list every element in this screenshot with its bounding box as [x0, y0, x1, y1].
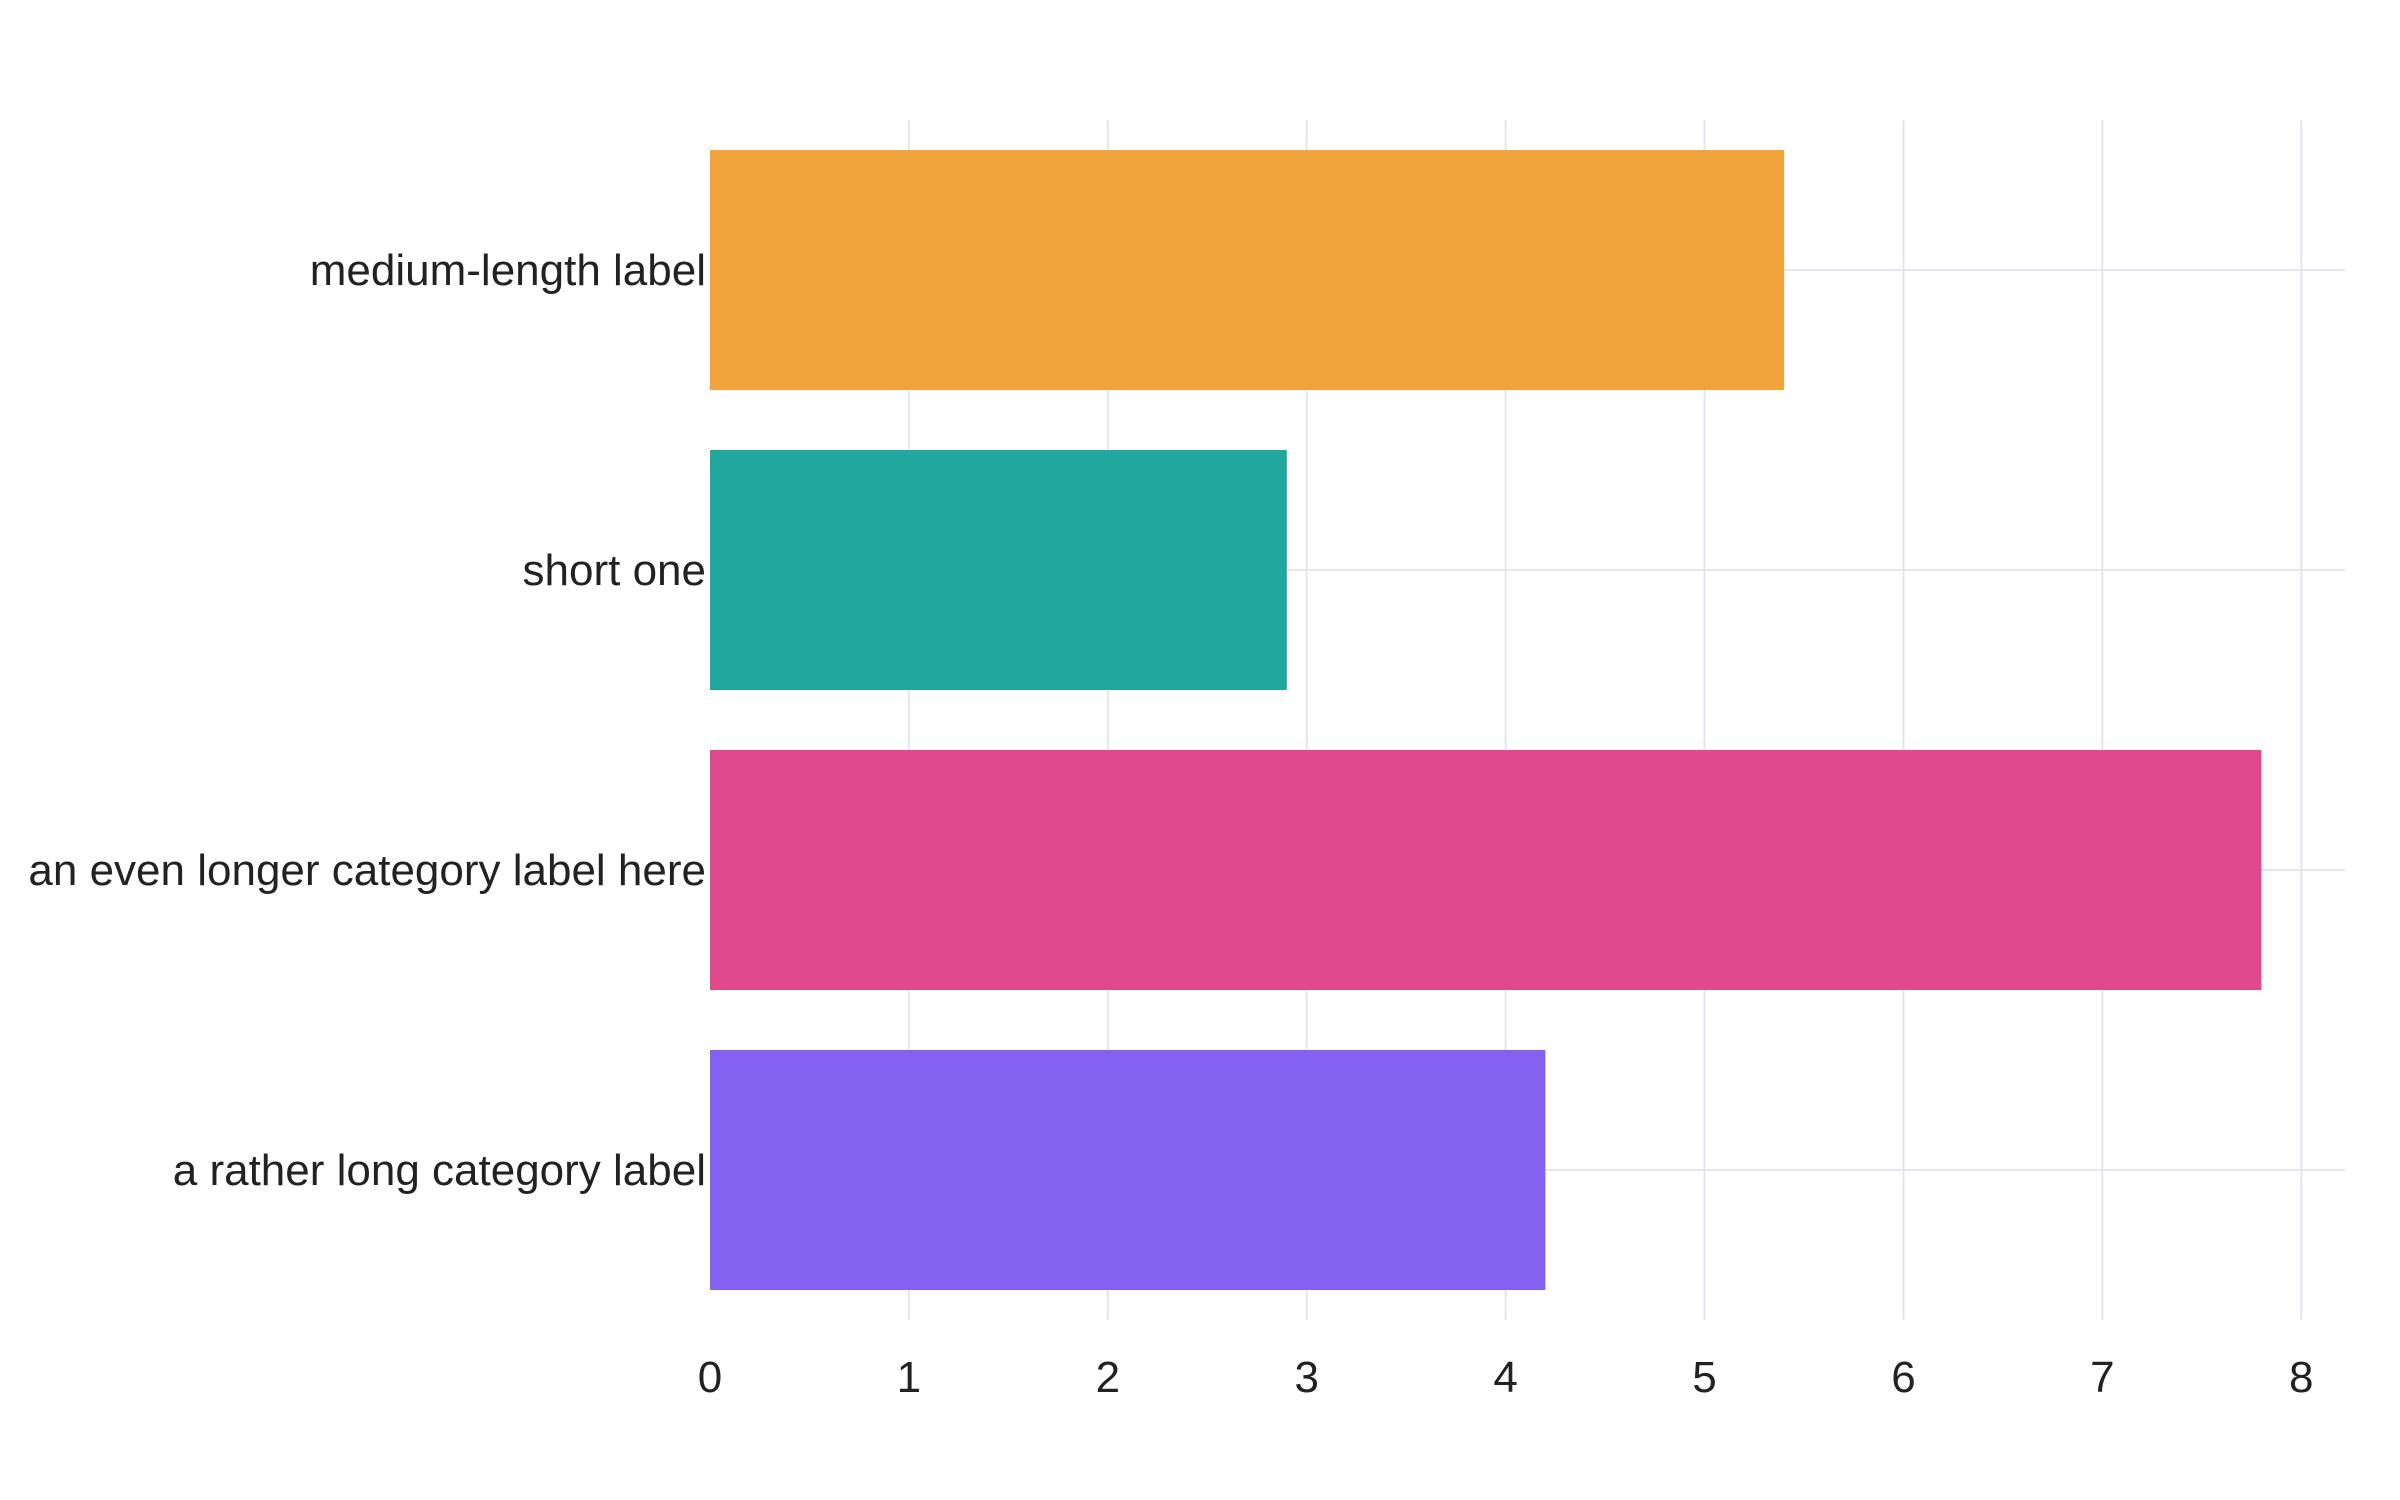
bar [710, 150, 1785, 390]
x-tick-label: 7 [2090, 1353, 2114, 1402]
x-tick-label: 3 [1294, 1353, 1318, 1402]
category-label: medium-length label [310, 246, 706, 295]
x-tick-label: 6 [1891, 1353, 1915, 1402]
bars [710, 150, 2262, 1290]
x-tick-label: 2 [1096, 1353, 1120, 1402]
x-tick-label: 4 [1493, 1353, 1517, 1402]
bar [710, 1050, 1546, 1290]
bar [710, 750, 2262, 990]
bar [710, 450, 1287, 690]
x-tick-label: 0 [698, 1353, 722, 1402]
x-tick-label: 8 [2289, 1353, 2313, 1402]
category-labels: medium-length label short one an even long… [28, 246, 706, 1195]
category-label: a rather long category label [173, 1146, 706, 1195]
x-tick-labels: 0 1 2 3 4 5 6 7 8 [698, 1353, 2314, 1402]
category-label: an even longer category label here [28, 846, 706, 895]
x-tick-label: 1 [897, 1353, 921, 1402]
x-tick-label: 5 [1692, 1353, 1716, 1402]
category-label: short one [523, 546, 706, 595]
